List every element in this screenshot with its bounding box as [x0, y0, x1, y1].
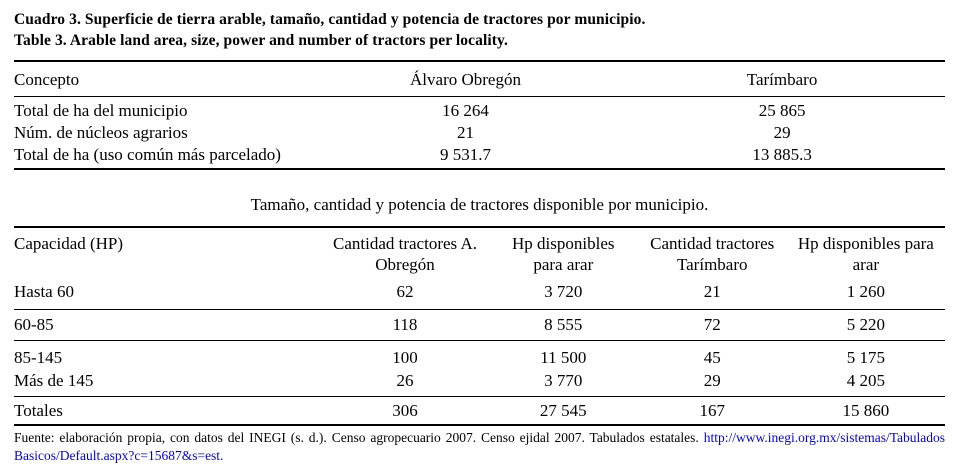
- cell: 21: [457, 123, 475, 142]
- cell: 4 205: [846, 371, 885, 390]
- cell: 45: [703, 348, 721, 367]
- cell: 5 175: [846, 348, 885, 367]
- source-note: Fuente: elaboración propia, con datos de…: [14, 429, 945, 465]
- cell: 27 545: [539, 401, 587, 420]
- source-link[interactable]: http://www.inegi.org.mx/sistemas/Tabulad…: [14, 430, 945, 463]
- column-header-cantidad-tarimbaro: Cantidad tractores Tarímbaro: [650, 234, 775, 274]
- row-label: Total de ha (uso común más parcelado): [14, 145, 281, 164]
- cell: 167: [699, 401, 725, 420]
- column-header-tarimbaro: Tarímbaro: [746, 70, 818, 89]
- land-area-table: Concepto Álvaro Obregón Tarímbaro Total …: [14, 60, 945, 170]
- column-header-hp-obregon: Hp disponibles para arar: [512, 234, 615, 274]
- cell: 62: [396, 282, 414, 301]
- tractors-table-caption: Tamaño, cantidad y potencia de tractores…: [250, 195, 709, 214]
- table-row: Total de ha del municipio 16 264 25 865: [14, 97, 945, 122]
- table-title-spanish: Cuadro 3. Superficie de tierra arable, t…: [14, 11, 646, 28]
- cell: 1 260: [846, 282, 885, 301]
- cell: 72: [703, 315, 721, 334]
- column-header-hp-tarimbaro: Hp disponibles para arar: [797, 234, 934, 274]
- table-row: Hasta 60 62 3 720 21 1 260: [14, 276, 945, 310]
- row-label: Núm. de núcleos agrarios: [14, 123, 188, 142]
- cell: 11 500: [540, 348, 587, 367]
- row-label: Más de 145: [14, 371, 94, 390]
- cell: 29: [773, 123, 791, 142]
- cell: 16 264: [442, 101, 489, 120]
- table-row-totals: Totales 306 27 545 167 15 860: [14, 397, 945, 425]
- cell: 5 220: [846, 315, 885, 334]
- row-label: Total de ha del municipio: [14, 101, 188, 120]
- column-header-concepto: Concepto: [14, 70, 80, 89]
- table-row: Total de ha (uso común más parcelado) 9 …: [14, 144, 945, 169]
- table-row: Núm. de núcleos agrarios 21 29: [14, 122, 945, 144]
- cell: 26: [396, 371, 414, 390]
- column-header-cantidad-obregon: Cantidad tractores A. Obregón: [333, 234, 477, 274]
- cell: 29: [703, 371, 721, 390]
- cell: 100: [392, 348, 418, 367]
- table-row: 85-145 100 11 500 45 5 175: [14, 341, 945, 370]
- cell: 21: [703, 282, 721, 301]
- cell: 15 860: [842, 401, 890, 420]
- cell: 118: [392, 315, 418, 334]
- cell: 25 865: [758, 101, 806, 120]
- cell: 3 720: [544, 282, 583, 301]
- table-title-english: Table 3. Arable land area, size, power a…: [14, 32, 509, 49]
- row-label: 60-85: [14, 315, 54, 334]
- tractors-table: Capacidad (HP) Cantidad tractores A. Obr…: [14, 226, 945, 426]
- cell: 3 770: [544, 371, 583, 390]
- land-area-table-header-row: Concepto Álvaro Obregón Tarímbaro: [14, 61, 945, 97]
- table-row: 60-85 118 8 555 72 5 220: [14, 310, 945, 341]
- source-text: Fuente: elaboración propia, con datos de…: [14, 430, 704, 445]
- row-label: Hasta 60: [14, 282, 74, 301]
- row-label: Totales: [14, 401, 63, 420]
- table-row: Más de 145 26 3 770 29 4 205: [14, 369, 945, 397]
- tractors-table-header-row: Capacidad (HP) Cantidad tractores A. Obr…: [14, 227, 945, 276]
- cell: 9 531.7: [440, 145, 492, 164]
- cell: 306: [392, 401, 418, 420]
- column-header-capacidad: Capacidad (HP): [14, 234, 124, 253]
- row-label: 85-145: [14, 348, 63, 367]
- cell: 8 555: [544, 315, 583, 334]
- cell: 13 885.3: [752, 145, 812, 164]
- column-header-alvaro-obregon: Álvaro Obregón: [410, 70, 521, 89]
